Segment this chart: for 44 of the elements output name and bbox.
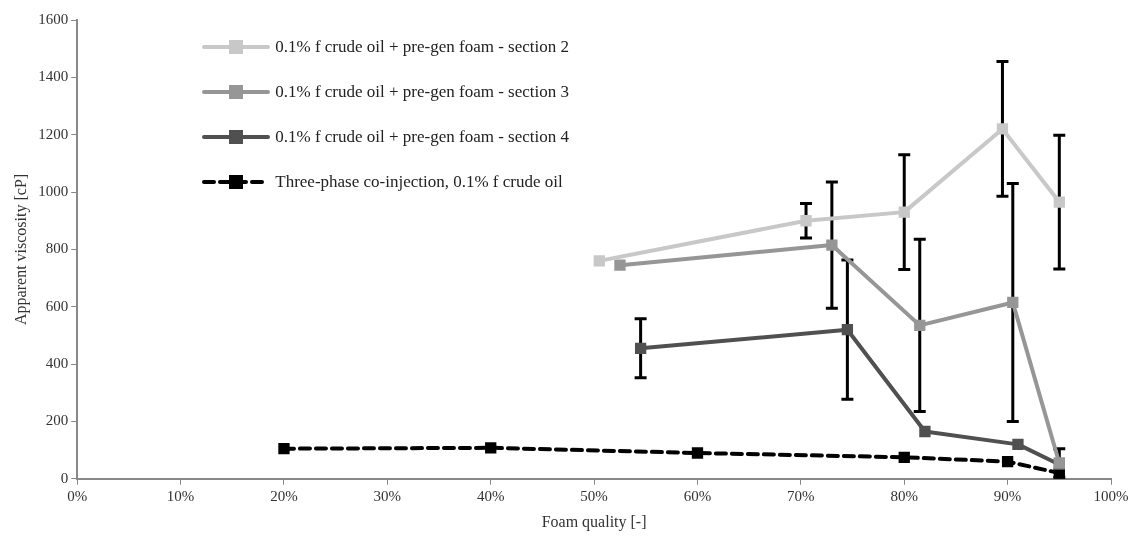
legend-label: 0.1% f crude oil + pre-gen foam - section 3 — [275, 82, 570, 103]
point — [614, 259, 626, 271]
x-axis-title: Foam quality [-] — [541, 512, 647, 531]
x-tick-label: 30% — [373, 487, 402, 504]
point — [278, 443, 290, 455]
point — [919, 425, 931, 438]
x-tick-label: 90% — [993, 487, 1022, 504]
point — [914, 319, 926, 332]
x-tick-label: 0% — [67, 487, 88, 504]
point — [1001, 455, 1014, 468]
point — [691, 447, 704, 459]
point — [898, 451, 910, 463]
y-tick-label: 1400 — [38, 68, 69, 85]
point — [1007, 296, 1019, 309]
y-tick-label: 1200 — [38, 125, 69, 142]
point — [898, 206, 910, 218]
legend-label: 0.1% f crude oil + pre-gen foam - section 4 — [275, 127, 570, 148]
legend-label: 0.1% f crude oil + pre-gen foam - section 2 — [275, 37, 570, 58]
point — [485, 442, 497, 454]
point — [800, 215, 812, 227]
x-tick-label: 40% — [476, 487, 505, 504]
y-tick-label: 600 — [45, 297, 69, 314]
point — [593, 255, 605, 267]
x-tick-label: 50% — [580, 487, 608, 504]
point — [826, 239, 838, 251]
legend-label: Three-phase co-injection, 0.1% f crude oil — [275, 172, 563, 193]
x-tick-label: 100% — [1093, 487, 1129, 504]
y-tick-label: 1000 — [38, 182, 69, 199]
y-tick-label: 1600 — [38, 10, 69, 27]
y-tick-label: 800 — [45, 240, 69, 257]
x-tick-label: 60% — [683, 487, 712, 504]
y-tick-label: 200 — [45, 412, 69, 429]
point — [841, 324, 854, 336]
x-tick-label: 20% — [270, 487, 298, 504]
point — [1053, 196, 1065, 208]
x-tick-label: 70% — [787, 487, 815, 504]
y-tick-label: 0 — [60, 469, 69, 486]
y-tick-label: 400 — [45, 355, 69, 372]
x-tick-label: 80% — [890, 487, 918, 504]
point — [1012, 438, 1024, 451]
x-tick-label: 10% — [166, 487, 195, 504]
point — [996, 123, 1009, 135]
point — [634, 342, 647, 354]
y-axis-title: Apparent viscosity [cP] — [11, 173, 30, 325]
